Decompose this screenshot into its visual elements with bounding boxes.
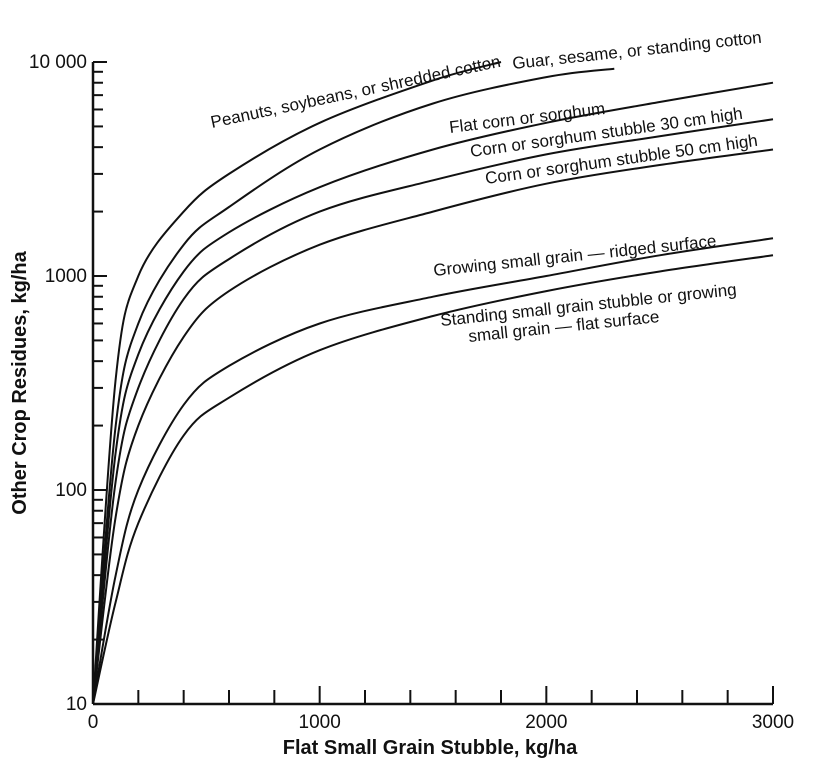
y-tick-label: 10 000 <box>29 52 87 73</box>
ticks-layer <box>93 61 774 705</box>
series-line-4 <box>92 118 774 705</box>
tick-labels-layer: 0 1000 2000 3000 10 100 1000 10 000 <box>29 52 794 733</box>
series-line-5 <box>92 148 774 705</box>
series-line-2 <box>92 67 615 705</box>
x-tick-label: 0 <box>88 712 99 733</box>
series-line-1 <box>92 61 502 705</box>
y-axis-title: Other Crop Residues, kg/ha <box>9 250 31 514</box>
x-axis-title: Flat Small Grain Stubble, kg/ha <box>283 737 578 759</box>
x-tick-label: 1000 <box>299 712 341 733</box>
x-tick-label: 3000 <box>752 712 794 733</box>
curves-layer <box>92 61 774 705</box>
series-line-6 <box>92 237 774 705</box>
y-tick-label: 1000 <box>45 266 87 287</box>
label-guar: Guar, sesame, or standing cotton <box>511 28 762 73</box>
series-line-3 <box>92 81 774 705</box>
series-line-7 <box>92 254 774 705</box>
y-tick-label: 100 <box>55 480 87 501</box>
label-ridged: Growing small grain — ridged surface <box>432 231 717 280</box>
x-tick-label: 2000 <box>525 712 567 733</box>
y-tick-label: 10 <box>66 694 87 715</box>
